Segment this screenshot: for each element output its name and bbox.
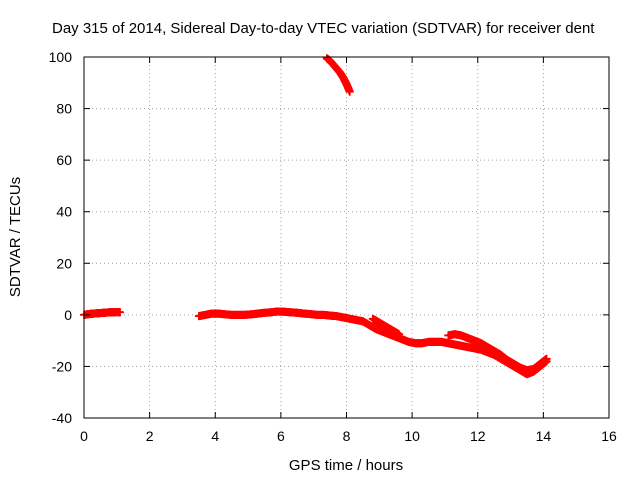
x-tick-label: 10 — [404, 428, 420, 444]
y-tick-label: 100 — [49, 49, 73, 65]
x-axis-title: GPS time / hours — [289, 457, 403, 474]
gridlines — [84, 57, 609, 418]
series-segment-2 — [322, 54, 354, 96]
data-point — [345, 87, 354, 96]
data-point — [542, 354, 551, 363]
axis-ticks — [83, 56, 610, 419]
chart-title: Day 315 of 2014, Sidereal Day-to-day VTE… — [52, 20, 595, 37]
y-tick-label: 0 — [64, 307, 72, 323]
y-tick-label: 80 — [56, 101, 72, 117]
y-tick-label: -40 — [52, 410, 72, 426]
y-tick-label: 40 — [56, 204, 72, 220]
series-segment-5 — [444, 330, 551, 375]
x-tick-label: 16 — [601, 428, 617, 444]
x-tick-label: 2 — [146, 428, 154, 444]
data-point — [395, 330, 403, 339]
x-tick-label: 14 — [536, 428, 552, 444]
series-segment-4 — [368, 314, 403, 339]
series-segment-1 — [80, 308, 125, 319]
y-tick-label: -20 — [52, 358, 72, 374]
x-tick-label: 0 — [80, 428, 88, 444]
data-points — [80, 54, 551, 379]
x-tick-label: 12 — [470, 428, 486, 444]
y-axis-title: SDTVAR / TECUs — [7, 177, 24, 297]
y-tick-label: 60 — [56, 152, 72, 168]
data-point — [116, 308, 125, 317]
y-tick-labels: -40 -20 0 20 40 60 80 100 — [49, 49, 73, 426]
x-tick-label: 4 — [211, 428, 219, 444]
x-tick-label: 6 — [277, 428, 285, 444]
x-tick-label: 8 — [343, 428, 351, 444]
y-tick-label: 20 — [56, 255, 72, 271]
x-tick-labels: 0 2 4 6 8 10 12 14 16 — [80, 428, 617, 444]
